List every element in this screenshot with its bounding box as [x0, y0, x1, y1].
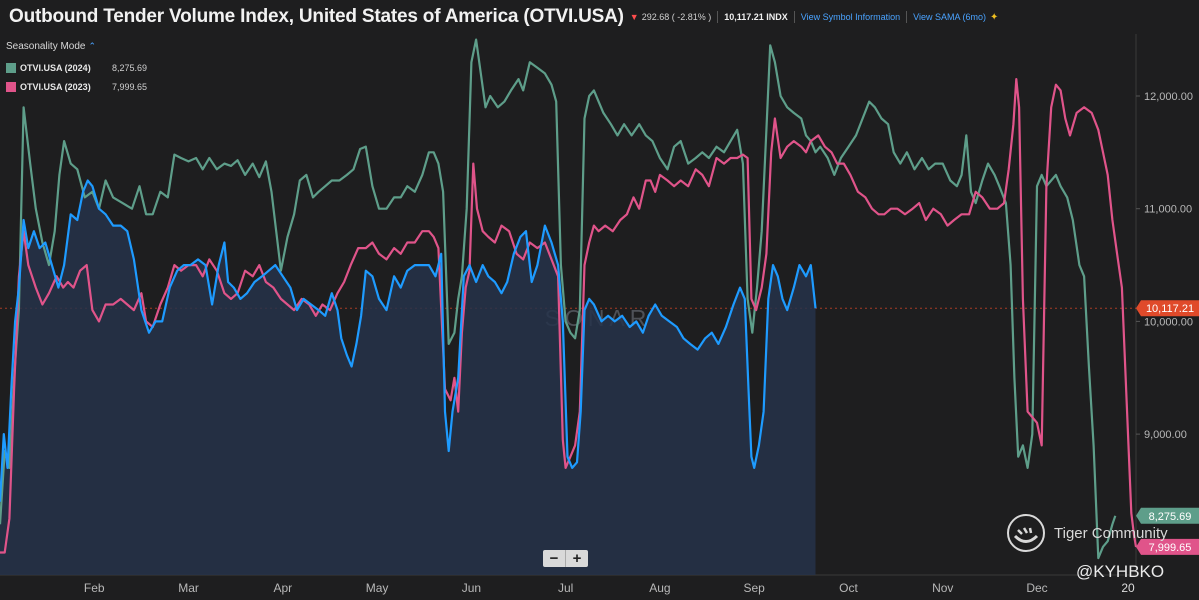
- tiger-community-watermark: Tiger Community: [1006, 513, 1168, 553]
- badge-2023-bg: [1136, 538, 1199, 555]
- legend-value-2024: 8,275.69: [112, 62, 148, 73]
- magic-wand-icon[interactable]: ✦: [990, 11, 999, 23]
- zoom-out-button[interactable]: −: [549, 550, 559, 567]
- x-tick-label: Sep: [744, 581, 766, 595]
- zoom-in-button[interactable]: +: [565, 550, 588, 567]
- page-title: Outbound Tender Volume Index, United Sta…: [9, 6, 624, 27]
- series-line-2023: [0, 78, 1138, 554]
- view-symbol-info-link[interactable]: View Symbol Information: [800, 12, 901, 22]
- legend-name-2023: OTVI.USA (2023): [20, 81, 91, 92]
- header-divider: [717, 11, 719, 23]
- x-tick-label: Nov: [932, 581, 953, 595]
- zoom-controls: − +: [543, 550, 588, 567]
- series-line-2024: [0, 38, 1117, 560]
- badge-2024: 8,275.69: [1149, 511, 1192, 523]
- x-tick-label: Aug: [649, 581, 670, 595]
- author-handle: @KYHBKO: [1076, 562, 1165, 581]
- price-change-value: 292.68 ( -2.81% ): [641, 12, 712, 22]
- legend-swatch-2024: [6, 62, 16, 73]
- x-tick-label: Feb: [84, 581, 105, 595]
- legend-swatch-2023: [6, 81, 16, 92]
- legend: Seasonality Mode ⌃ OTVI.USA (2024) 8,275.…: [6, 41, 147, 96]
- legend-item-2024[interactable]: OTVI.USA (2024) 8,275.69: [6, 58, 147, 77]
- x-tick-label: May: [366, 581, 389, 595]
- down-arrow-icon: ▼: [629, 12, 639, 22]
- series-line-current: [0, 179, 817, 502]
- current-value-badge: 10,117.21: [1146, 303, 1194, 315]
- y-tick-label: 11,000.00: [1144, 204, 1192, 216]
- x-tick-label: Jul: [558, 581, 573, 595]
- badge-2024-bg: [1136, 507, 1199, 524]
- y-tick-label: 10,000.00: [1144, 316, 1193, 328]
- seasonality-mode-toggle[interactable]: Seasonality Mode ⌃: [6, 41, 147, 52]
- legend-item-2023[interactable]: OTVI.USA (2023) 7,999.65: [6, 77, 147, 96]
- header-divider: [793, 11, 795, 23]
- header-divider: [906, 11, 908, 23]
- view-sama-link[interactable]: View SAMA (6mo): [913, 12, 987, 22]
- x-tick-label: Oct: [839, 581, 858, 595]
- current-value-badge-bg: [1136, 300, 1199, 317]
- y-tick-label: 9,000.00: [1144, 429, 1187, 441]
- legend-value-2023: 7,999.65: [112, 81, 148, 92]
- tiger-community-text: Tiger Community: [1054, 524, 1168, 542]
- current-year-area: [0, 180, 816, 575]
- price-change: ▼ 292.68 ( -2.81% ): [630, 12, 711, 22]
- badge-2023: 7,999.65: [1149, 542, 1192, 554]
- tiger-logo-icon: [1007, 514, 1045, 552]
- chevron-up-icon: ⌃: [88, 41, 97, 51]
- x-tick-label: Apr: [273, 581, 292, 595]
- chart-header: Outbound Tender Volume Index, United Sta…: [0, 0, 1199, 34]
- legend-name-2024: OTVI.USA (2024): [20, 62, 91, 73]
- x-tick-label: Jun: [462, 581, 481, 595]
- x-tick-label: Mar: [178, 581, 199, 595]
- x-end-tick-label: 20: [1121, 581, 1135, 595]
- last-value: 10,117.21 INDX: [724, 12, 788, 22]
- x-tick-label: Dec: [1026, 581, 1047, 595]
- seasonality-mode-label: Seasonality Mode: [6, 41, 86, 52]
- y-tick-label: 12,000.00: [1144, 91, 1193, 103]
